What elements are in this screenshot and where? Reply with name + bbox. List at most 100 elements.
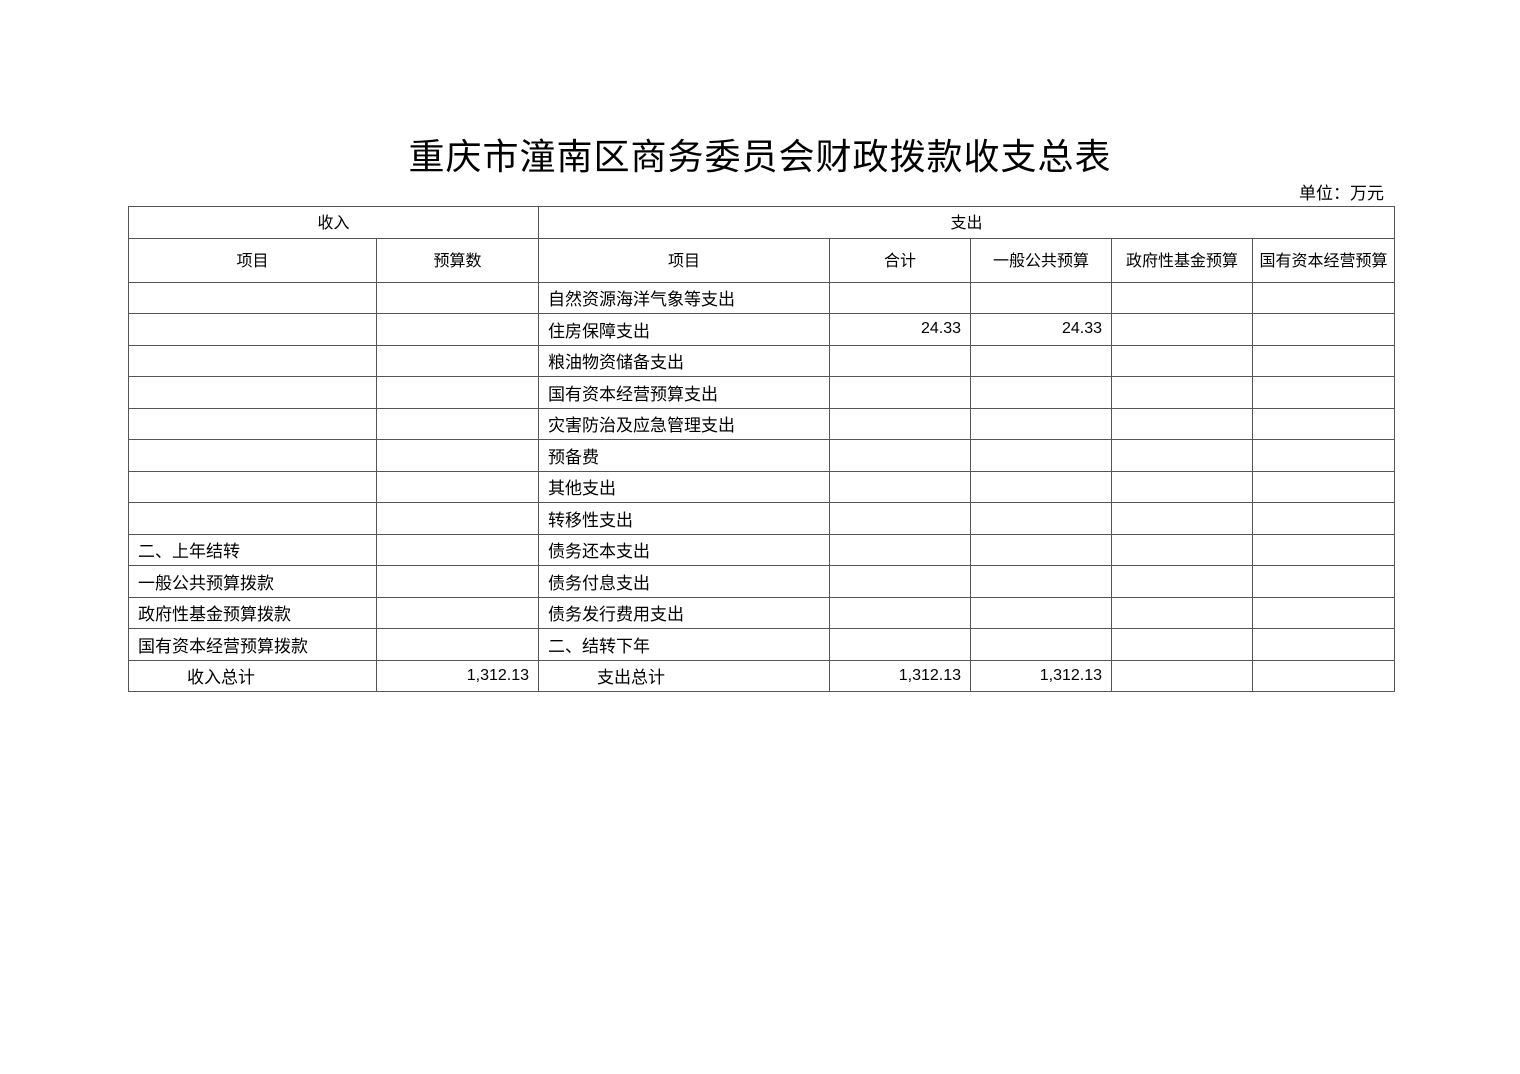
cell-expense-total <box>829 376 972 409</box>
cell-income-budget <box>375 376 540 409</box>
cell-expense-state-capital <box>1252 596 1396 629</box>
col-header-budget: 预算数 <box>375 237 540 283</box>
col-header-total: 合计 <box>829 237 972 283</box>
cell-income-budget <box>375 344 540 377</box>
table-row: 国有资本经营预算拨款 二、结转下年 <box>128 628 1396 661</box>
cell-expense-general <box>970 565 1113 598</box>
header-row-2: 项目 预算数 项目 合计 一般公共预算 政府性基金预算 国有资本经营预算 <box>128 237 1396 283</box>
table-row: 粮油物资储备支出 <box>128 344 1396 377</box>
table-row: 预备费 <box>128 439 1396 472</box>
cell-expense-general <box>970 502 1113 535</box>
cell-expense-general: 1,312.13 <box>970 659 1113 692</box>
cell-expense-gov-fund <box>1111 344 1254 377</box>
cell-expense-item: 债务发行费用支出 <box>538 596 831 629</box>
cell-expense-item: 其他支出 <box>538 470 831 503</box>
cell-expense-item: 转移性支出 <box>538 502 831 535</box>
income-header: 收入 <box>127 206 540 239</box>
cell-income-item: 一般公共预算拨款 <box>128 565 377 598</box>
cell-expense-total <box>829 407 972 440</box>
cell-expense-general <box>970 596 1113 629</box>
cell-income-item <box>128 502 377 535</box>
cell-expense-total <box>829 470 972 503</box>
cell-expense-item: 支出总计 <box>538 659 831 692</box>
expense-header: 支出 <box>538 206 1396 239</box>
table-row: 其他支出 <box>128 470 1396 503</box>
cell-income-item: 收入总计 <box>128 659 377 692</box>
table-row: 住房保障支出 24.33 24.33 <box>128 313 1396 346</box>
cell-expense-total <box>829 439 972 472</box>
page-title: 重庆市潼南区商务委员会财政拨款收支总表 <box>408 137 1112 178</box>
table-row: 政府性基金预算拨款 债务发行费用支出 <box>128 596 1396 629</box>
table-row: 一般公共预算拨款 债务付息支出 <box>128 565 1396 598</box>
cell-expense-state-capital <box>1252 344 1396 377</box>
cell-expense-gov-fund <box>1111 439 1254 472</box>
col-header-state-capital: 国有资本经营预算 <box>1252 237 1396 283</box>
cell-expense-general: 24.33 <box>970 313 1113 346</box>
cell-expense-item: 二、结转下年 <box>538 628 831 661</box>
cell-income-item <box>128 313 377 346</box>
cell-expense-state-capital <box>1252 439 1396 472</box>
cell-income-item <box>128 470 377 503</box>
cell-expense-state-capital <box>1252 376 1396 409</box>
cell-expense-general <box>970 376 1113 409</box>
cell-expense-state-capital <box>1252 628 1396 661</box>
cell-expense-total: 24.33 <box>829 313 972 346</box>
cell-income-item <box>128 344 377 377</box>
table-row: 转移性支出 <box>128 502 1396 535</box>
cell-expense-general <box>970 344 1113 377</box>
cell-income-budget <box>375 596 540 629</box>
cell-expense-state-capital <box>1252 407 1396 440</box>
col-header-expense-item: 项目 <box>538 237 831 283</box>
cell-expense-state-capital <box>1252 502 1396 535</box>
cell-income-budget <box>375 439 540 472</box>
cell-expense-gov-fund <box>1111 533 1254 566</box>
table-row: 自然资源海洋气象等支出 <box>128 281 1396 314</box>
table-row: 二、上年结转 债务还本支出 <box>128 533 1396 566</box>
table-row: 国有资本经营预算支出 <box>128 376 1396 409</box>
cell-expense-state-capital <box>1252 533 1396 566</box>
cell-income-item: 二、上年结转 <box>128 533 377 566</box>
cell-expense-item: 住房保障支出 <box>538 313 831 346</box>
col-header-income-item: 项目 <box>128 237 377 283</box>
cell-income-budget <box>375 533 540 566</box>
cell-income-budget <box>375 565 540 598</box>
cell-expense-item: 预备费 <box>538 439 831 472</box>
cell-expense-gov-fund <box>1111 376 1254 409</box>
cell-expense-gov-fund <box>1111 596 1254 629</box>
cell-expense-state-capital <box>1252 281 1396 314</box>
cell-expense-item: 自然资源海洋气象等支出 <box>538 281 831 314</box>
cell-expense-state-capital <box>1252 659 1396 692</box>
cell-expense-item: 国有资本经营预算支出 <box>538 376 831 409</box>
cell-expense-total <box>829 344 972 377</box>
cell-expense-gov-fund <box>1111 565 1254 598</box>
cell-expense-item: 粮油物资储备支出 <box>538 344 831 377</box>
cell-income-item <box>128 281 377 314</box>
cell-income-item: 政府性基金预算拨款 <box>128 596 377 629</box>
cell-expense-total <box>829 281 972 314</box>
table-row: 灾害防治及应急管理支出 <box>128 407 1396 440</box>
cell-income-budget: 1,312.13 <box>375 659 540 692</box>
cell-expense-total <box>829 596 972 629</box>
cell-income-item <box>128 439 377 472</box>
cell-expense-state-capital <box>1252 470 1396 503</box>
budget-table: 收入 支出 项目 预算数 项目 合计 一般公共预算 政府性基金预算 国有资本经营… <box>127 206 1396 692</box>
cell-income-budget <box>375 313 540 346</box>
cell-income-budget <box>375 502 540 535</box>
col-header-general-budget: 一般公共预算 <box>970 237 1113 283</box>
cell-expense-general <box>970 439 1113 472</box>
col-header-gov-fund: 政府性基金预算 <box>1111 237 1254 283</box>
cell-expense-total: 1,312.13 <box>829 659 972 692</box>
cell-income-item: 国有资本经营预算拨款 <box>128 628 377 661</box>
cell-expense-general <box>970 470 1113 503</box>
header-row-1: 收入 支出 <box>127 206 1396 239</box>
cell-income-budget <box>375 281 540 314</box>
cell-expense-total <box>829 533 972 566</box>
cell-expense-gov-fund <box>1111 407 1254 440</box>
cell-expense-general <box>970 628 1113 661</box>
cell-expense-state-capital <box>1252 313 1396 346</box>
cell-expense-total <box>829 502 972 535</box>
cell-expense-gov-fund <box>1111 313 1254 346</box>
cell-expense-gov-fund <box>1111 659 1254 692</box>
cell-income-item <box>128 376 377 409</box>
cell-expense-gov-fund <box>1111 628 1254 661</box>
